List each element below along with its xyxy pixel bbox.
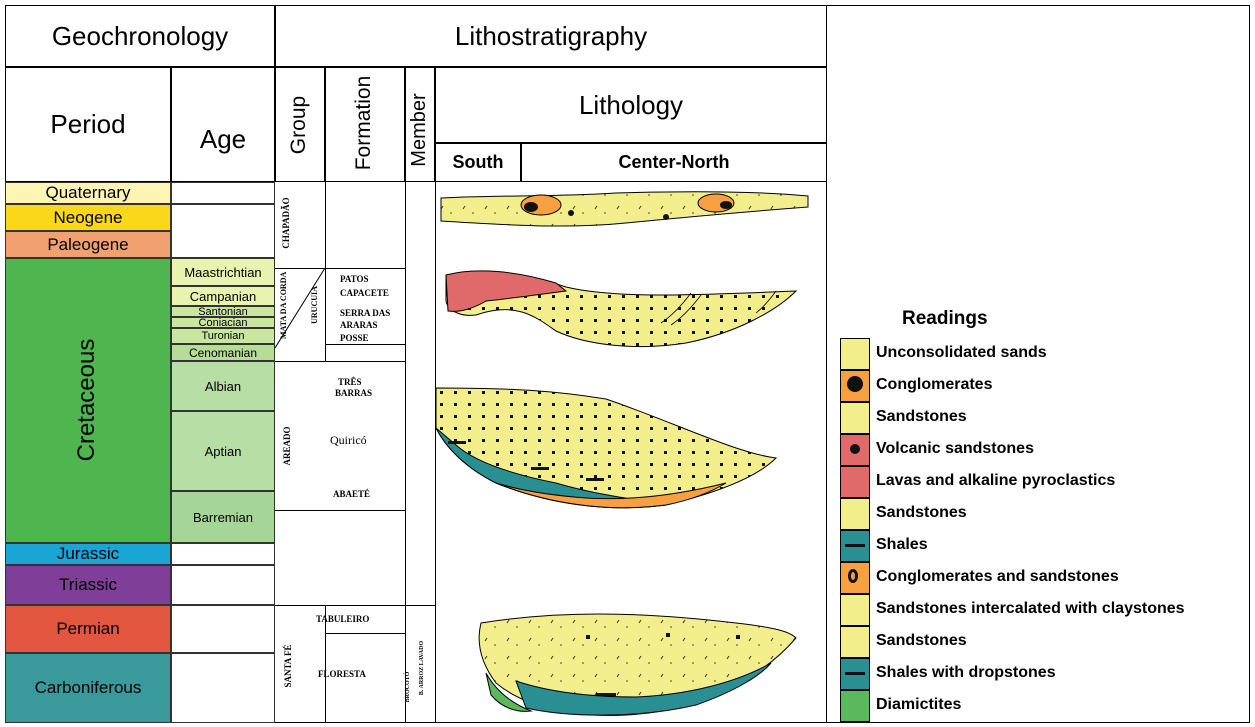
formation-araras: ARARAS: [340, 320, 378, 330]
period-neogene: Neogene: [5, 204, 171, 231]
age-empty-carboniferous: [171, 653, 275, 723]
formation-barras: BARRAS: [335, 388, 373, 398]
legend-swatch-unconsolidated-sands: [840, 338, 870, 370]
period-triassic: Triassic: [5, 565, 171, 605]
legend-label-unconsolidated-sands: Unconsolidated sands: [876, 344, 1047, 361]
legend-swatch-sandstones-2: [840, 498, 870, 530]
lithology-areado-unit: [436, 387, 778, 509]
header-member-cell: [405, 67, 435, 182]
period-cretaceous: [5, 258, 171, 543]
group-santa-fe: SANTA FÉ: [283, 644, 293, 688]
period-cretaceous-label: Cretaceous: [73, 338, 100, 462]
formation-abaete: ABAETÉ: [333, 489, 371, 499]
header-south: South: [435, 143, 521, 182]
legend-swatch-diamictites: [840, 690, 870, 722]
header-lithostratigraphy: Lithostratigraphy: [275, 5, 827, 67]
legend-label-sandstones-claystones: Sandstones intercalated with claystones: [876, 600, 1185, 617]
header-formation: Formation: [352, 75, 375, 171]
legend-label-diamictites: Diamictites: [876, 696, 962, 713]
header-lithology: Lithology: [435, 67, 827, 143]
member-brocoto: BROCOTÓ: [405, 671, 411, 703]
header-geochronology: Geochronology: [5, 5, 275, 67]
legend-label-conglomerates-sandstones: Conglomerates and sandstones: [876, 568, 1119, 585]
header-age: Age: [171, 67, 275, 182]
member-b-arroz-lavado: B. ARROZ LAVADO: [419, 640, 425, 696]
age-turonian: Turonian: [171, 328, 275, 344]
age-empty-top2: [171, 204, 275, 258]
legend-label-shales: Shales: [876, 536, 928, 553]
frame-right: [826, 5, 1250, 723]
legend-label-lavas: Lavas and alkaline pyroclastics: [876, 472, 1116, 489]
age-barremian: Barremian: [171, 491, 275, 543]
formation-tres: TRÊS: [338, 377, 362, 387]
legend-label-sandstones-1: Sandstones: [876, 408, 967, 425]
period-paleogene: Paleogene: [5, 231, 171, 258]
age-empty-permian: [171, 605, 275, 653]
lithology-urucuia-unit: [445, 270, 798, 348]
header-center-north: Center-North: [521, 143, 827, 182]
header-group: Group: [287, 95, 310, 155]
legend-swatch-sandstones-3: [840, 626, 870, 658]
legend-label-volcanic-sandstones: Volcanic sandstones: [876, 440, 1034, 457]
formation-quirico: Quiricó: [330, 433, 367, 447]
volcanic-pebble-icon: [850, 444, 860, 454]
conglomerate-pebble-icon: [847, 376, 863, 392]
header-formation-cell: [325, 67, 405, 182]
grid-line: [325, 344, 405, 345]
formation-patos: PATOS: [340, 274, 369, 284]
formation-posse: POSSE: [340, 333, 369, 343]
age-aptian: Aptian: [171, 411, 275, 491]
age-santonian: Santonian: [171, 306, 275, 318]
grid-line: [325, 633, 405, 634]
period-permian: Permian: [5, 605, 171, 653]
age-maastrichtian: Maastrichtian: [171, 258, 275, 286]
grid-line: [325, 605, 326, 723]
group-areado: AREADO: [282, 426, 292, 466]
period-carboniferous: Carboniferous: [5, 653, 171, 723]
grid-line: [275, 361, 405, 362]
period-quaternary: Quaternary: [5, 182, 171, 204]
formation-floresta: FLORESTA: [318, 669, 366, 679]
age-albian: Albian: [171, 361, 275, 411]
grid-line: [435, 182, 436, 723]
legend-swatch-conglomerates-sandstones: [840, 562, 870, 594]
period-jurassic: Jurassic: [5, 543, 171, 565]
formation-capacete: CAPACETE: [340, 288, 389, 298]
lithology-illustration: [436, 191, 809, 716]
lithology-chapadao-unit: [440, 191, 809, 227]
group-urucuia: URUCUIA: [310, 286, 319, 324]
legend-label-shales-dropstones: Shales with dropstones: [876, 664, 1056, 681]
legend-label-sandstones-3: Sandstones: [876, 632, 967, 649]
group-mata-da-corda: MATA DA CORDA: [279, 271, 288, 339]
grid-line: [275, 268, 405, 269]
dropstone-bar-icon: [845, 672, 865, 675]
lithology-santa-fe-unit: [478, 613, 797, 716]
age-coniacian: Coniacian: [171, 317, 275, 329]
legend-title: Readings: [902, 308, 988, 329]
legend-label-sandstones-2: Sandstones: [876, 504, 967, 521]
shale-bar-icon: [845, 544, 865, 547]
legend-label-conglomerates: Conglomerates: [876, 376, 993, 393]
age-campanian: Campanian: [171, 286, 275, 306]
grid-line: [275, 510, 405, 511]
conglomerate-ring-icon: [848, 569, 858, 583]
grid-line: [275, 605, 435, 606]
header-period: Period: [5, 67, 171, 182]
age-empty-top1: [171, 182, 275, 204]
formation-tabuleiro: TABULEIRO: [316, 614, 370, 624]
age-cenomanian: Cenomanian: [171, 344, 275, 361]
legend-swatch-lavas: [840, 466, 870, 498]
grid-line: [325, 182, 326, 362]
formation-serra-das: SERRA DAS: [340, 308, 391, 318]
age-empty-jurassic: [171, 543, 275, 565]
header-group-cell: [275, 67, 325, 182]
header-member: Member: [408, 93, 430, 167]
group-chapadao: CHAPADÃO: [281, 197, 291, 249]
legend-swatch-sandstones-1: [840, 402, 870, 434]
group-split-diagonal: [275, 268, 326, 349]
age-empty-triassic: [171, 565, 275, 605]
legend-swatch-sandstones-claystones: [840, 594, 870, 626]
grid-line: [405, 182, 406, 723]
